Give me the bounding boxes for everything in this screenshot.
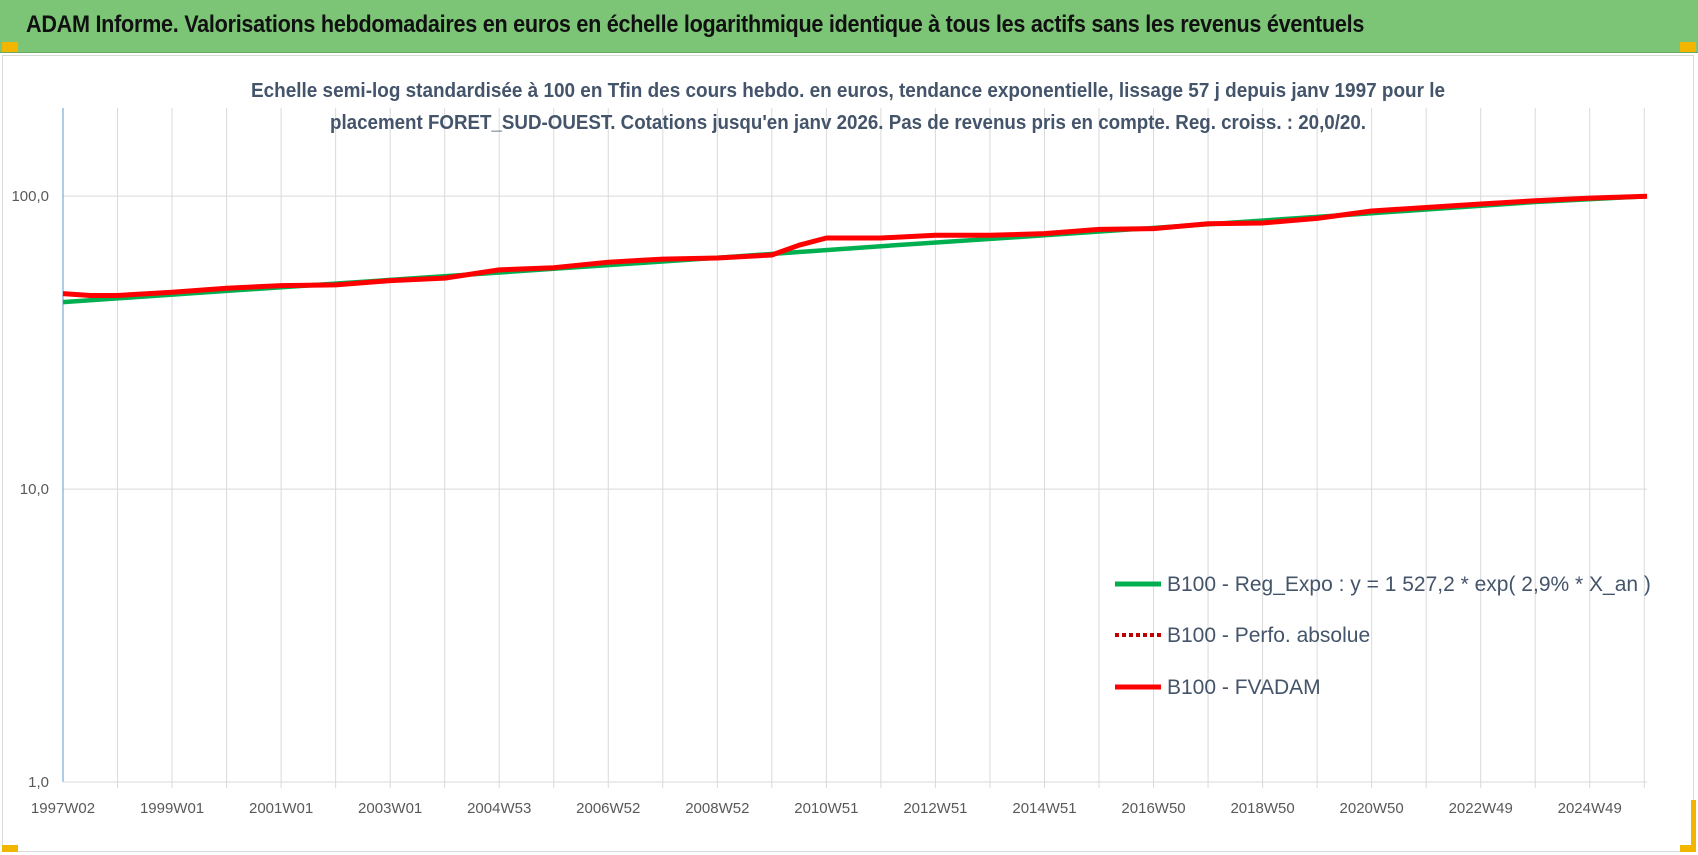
subtitle-line-2: placement FORET_SUD-OUEST. Cotations jus…	[330, 112, 1366, 134]
title-banner: ADAM Informe. Valorisations hebdomadaire…	[0, 0, 1698, 53]
corner-mark-bottom-left	[2, 845, 18, 852]
y-tick-label: 10,0	[20, 481, 49, 498]
y-tick-label: 100,0	[11, 188, 49, 205]
x-tick-label: 1997W02	[31, 800, 95, 817]
chart-frame	[2, 55, 1694, 852]
x-tick-label: 2014W51	[1012, 800, 1076, 817]
x-tick-label: 2001W01	[249, 800, 313, 817]
series-line-3	[62, 193, 1648, 298]
x-tick-label: 2020W50	[1340, 800, 1404, 817]
x-tick-label: 2022W49	[1449, 800, 1513, 817]
x-tick-label: 2024W49	[1558, 800, 1622, 817]
corner-mark-top-right	[1680, 42, 1696, 52]
y-tick-label: 1,0	[28, 774, 49, 791]
page-title: ADAM Informe. Valorisations hebdomadaire…	[26, 11, 1365, 38]
x-tick-label: 2012W51	[903, 800, 967, 817]
x-tick-label: 2010W51	[794, 800, 858, 817]
legend: B100 - Reg_Expo : y = 1 527,2 * exp( 2,9…	[1115, 573, 1651, 699]
chart-subtitle: Echelle semi-log standardisée à 100 en T…	[251, 80, 1445, 134]
x-tick-label: 2004W53	[467, 800, 531, 817]
axes: 1,0 10,0 100,0 1997W02 1999W01 2001W01 2003W01…	[11, 108, 1647, 817]
legend-label: B100 - Reg_Expo : y = 1 527,2 * exp( 2,9…	[1167, 573, 1651, 596]
corner-mark-top-left	[2, 42, 18, 52]
subtitle-line-1: Echelle semi-log standardisée à 100 en T…	[251, 80, 1445, 102]
corner-mark-bottom-right	[1691, 800, 1696, 852]
x-tick-label: 1999W01	[140, 800, 204, 817]
corner-mark-bottom-right-foot	[1680, 845, 1696, 852]
x-tick-label: 2008W52	[685, 800, 749, 817]
legend-label: B100 - Perfo. absolue	[1167, 624, 1370, 647]
x-tick-label: 2003W01	[358, 800, 422, 817]
x-tick-label: 2016W50	[1121, 800, 1185, 817]
x-tick-label: 2006W52	[576, 800, 640, 817]
legend-label: B100 - FVADAM	[1167, 676, 1321, 699]
series	[62, 193, 1648, 305]
x-tick-label: 2018W50	[1230, 800, 1294, 817]
